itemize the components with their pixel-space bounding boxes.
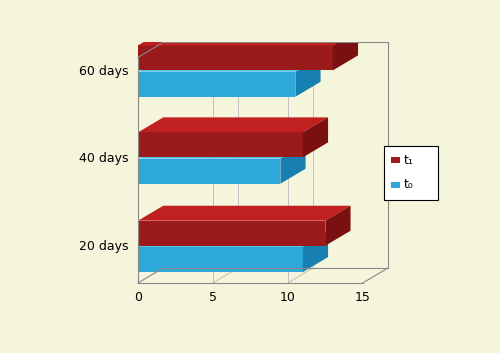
Polygon shape: [303, 232, 328, 272]
Polygon shape: [138, 206, 350, 221]
Polygon shape: [138, 57, 320, 72]
Polygon shape: [333, 30, 358, 70]
Text: 40 days: 40 days: [79, 151, 128, 164]
Polygon shape: [138, 132, 303, 157]
Polygon shape: [138, 144, 306, 159]
Polygon shape: [296, 57, 320, 97]
Polygon shape: [384, 146, 438, 200]
Polygon shape: [138, 247, 303, 272]
Polygon shape: [138, 30, 358, 45]
Text: 60 days: 60 days: [79, 65, 128, 78]
Polygon shape: [138, 45, 333, 70]
Text: t₁: t₁: [404, 154, 413, 167]
Polygon shape: [138, 232, 328, 247]
Polygon shape: [303, 118, 328, 157]
Polygon shape: [391, 182, 400, 188]
Polygon shape: [326, 206, 350, 246]
Text: 5: 5: [209, 291, 217, 304]
Text: 0: 0: [134, 291, 142, 304]
Polygon shape: [138, 118, 328, 132]
Text: 15: 15: [355, 291, 371, 304]
Text: 10: 10: [280, 291, 296, 304]
Polygon shape: [138, 159, 280, 184]
Polygon shape: [138, 221, 326, 246]
Polygon shape: [280, 144, 305, 184]
Text: 20 days: 20 days: [79, 240, 128, 253]
Text: t₀: t₀: [404, 178, 413, 191]
Polygon shape: [391, 157, 400, 163]
Polygon shape: [138, 72, 296, 97]
